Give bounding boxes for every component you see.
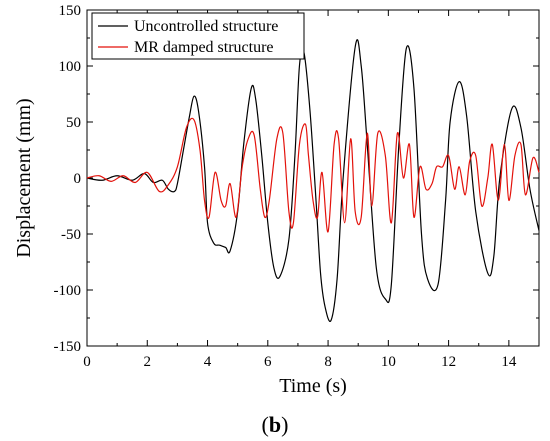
plot-frame	[86, 9, 540, 347]
x-tick-label: 0	[83, 354, 91, 370]
y-tick-label: -150	[54, 339, 82, 355]
caption: (b)	[262, 412, 289, 437]
x-axis: 0 2 4 6 8 10 12 14	[83, 10, 517, 370]
y-axis-title: Displacement (mm)	[13, 98, 35, 257]
x-tick-label: 14	[501, 354, 517, 370]
y-tick-label: -50	[61, 227, 81, 243]
x-tick-label: 6	[264, 354, 272, 370]
legend-box	[91, 12, 305, 60]
caption-close: )	[281, 412, 288, 437]
y-axis: 150 100 50 0 -50 -100 -150	[54, 3, 539, 355]
series-mr-damped-line	[86, 117, 540, 233]
y-tick-label: -100	[54, 283, 82, 299]
x-tick-label: 2	[144, 354, 152, 370]
series-uncontrolled-line	[86, 39, 540, 322]
x-tick-label: 10	[381, 354, 396, 370]
x-tick-label: 4	[204, 354, 212, 370]
x-axis-title: Time (s)	[279, 375, 347, 397]
x-tick-label: 12	[441, 354, 456, 370]
legend-label-mr-damped: MR damped structure	[134, 39, 274, 56]
y-tick-label: 150	[59, 3, 82, 19]
x-tick-label: 8	[324, 354, 332, 370]
caption-letter: b	[269, 412, 281, 437]
legend-label-uncontrolled: Uncontrolled structure	[134, 18, 278, 35]
y-tick-label: 50	[66, 115, 81, 131]
series-layer	[86, 39, 540, 322]
y-tick-label: 100	[59, 59, 82, 75]
caption-open: (	[262, 412, 269, 437]
y-tick-label: 0	[74, 171, 82, 187]
legend: Uncontrolled structure MR damped structu…	[91, 12, 305, 60]
